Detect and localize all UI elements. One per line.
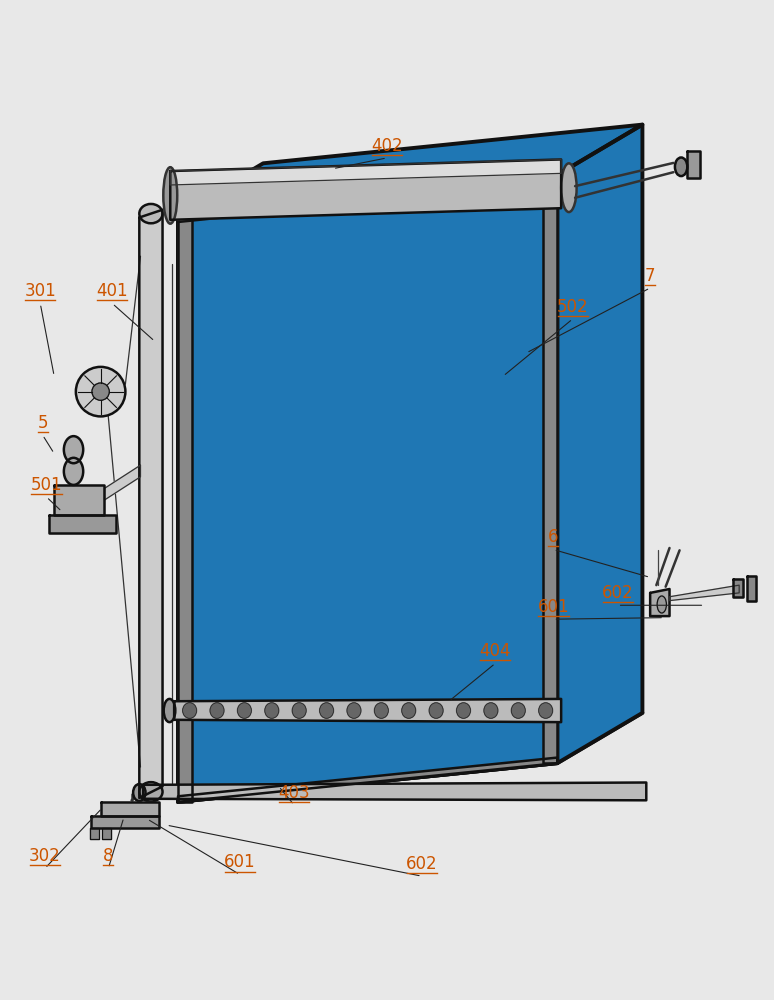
Text: 8: 8 (103, 847, 114, 865)
Ellipse shape (484, 703, 498, 718)
Ellipse shape (347, 703, 361, 718)
Polygon shape (687, 151, 700, 178)
Circle shape (76, 367, 125, 416)
Ellipse shape (512, 703, 526, 718)
Polygon shape (178, 537, 557, 594)
Ellipse shape (457, 703, 471, 718)
Text: 404: 404 (480, 642, 511, 660)
Text: 403: 403 (279, 784, 310, 802)
Polygon shape (178, 214, 192, 802)
Text: 602: 602 (406, 855, 437, 873)
Ellipse shape (64, 458, 84, 485)
Text: 5: 5 (37, 414, 48, 432)
Ellipse shape (133, 784, 146, 801)
Ellipse shape (163, 167, 177, 224)
Polygon shape (170, 159, 561, 185)
Ellipse shape (293, 703, 307, 718)
Polygon shape (178, 492, 557, 548)
Polygon shape (178, 446, 557, 503)
Ellipse shape (64, 436, 84, 463)
Text: 602: 602 (602, 584, 633, 602)
Polygon shape (178, 356, 557, 413)
Polygon shape (557, 125, 642, 763)
Polygon shape (178, 713, 642, 802)
Polygon shape (747, 576, 756, 601)
Text: 302: 302 (29, 847, 61, 865)
Polygon shape (178, 220, 557, 277)
Ellipse shape (183, 703, 197, 718)
Ellipse shape (429, 703, 443, 718)
Text: 7: 7 (645, 267, 656, 285)
Polygon shape (650, 589, 670, 616)
Polygon shape (178, 175, 557, 802)
Polygon shape (104, 465, 141, 500)
Polygon shape (139, 210, 163, 798)
Ellipse shape (539, 703, 553, 718)
Polygon shape (101, 802, 159, 816)
Polygon shape (143, 783, 646, 800)
Ellipse shape (320, 703, 334, 718)
Polygon shape (178, 125, 642, 214)
Polygon shape (557, 125, 642, 763)
Text: 401: 401 (97, 282, 128, 300)
Ellipse shape (210, 703, 224, 718)
Ellipse shape (561, 163, 577, 212)
Polygon shape (178, 175, 557, 232)
Polygon shape (178, 582, 557, 639)
Polygon shape (91, 816, 159, 828)
Polygon shape (102, 828, 111, 839)
Ellipse shape (375, 703, 389, 718)
Polygon shape (543, 175, 557, 763)
Text: 6: 6 (548, 528, 559, 546)
Ellipse shape (657, 596, 666, 613)
Polygon shape (733, 579, 743, 597)
Polygon shape (54, 485, 104, 515)
Polygon shape (178, 758, 557, 802)
Polygon shape (49, 515, 116, 533)
Ellipse shape (265, 703, 279, 718)
Ellipse shape (139, 782, 163, 801)
Polygon shape (178, 627, 557, 684)
Ellipse shape (139, 204, 163, 223)
Polygon shape (174, 699, 561, 722)
Ellipse shape (675, 158, 687, 176)
Polygon shape (170, 159, 561, 220)
Polygon shape (178, 673, 557, 729)
Text: 601: 601 (538, 598, 569, 616)
Text: 502: 502 (557, 298, 588, 316)
Polygon shape (178, 265, 557, 322)
Ellipse shape (402, 703, 416, 718)
Polygon shape (90, 828, 99, 839)
Ellipse shape (238, 703, 252, 718)
Text: 301: 301 (24, 282, 57, 300)
Polygon shape (178, 311, 557, 367)
Ellipse shape (164, 699, 175, 722)
Polygon shape (178, 718, 557, 775)
Polygon shape (178, 175, 557, 802)
Text: 501: 501 (31, 476, 62, 494)
Circle shape (92, 383, 109, 400)
Text: 601: 601 (224, 853, 255, 871)
Polygon shape (178, 175, 557, 222)
Text: 402: 402 (372, 137, 402, 155)
Polygon shape (178, 125, 642, 214)
Polygon shape (670, 585, 739, 601)
Polygon shape (178, 401, 557, 458)
